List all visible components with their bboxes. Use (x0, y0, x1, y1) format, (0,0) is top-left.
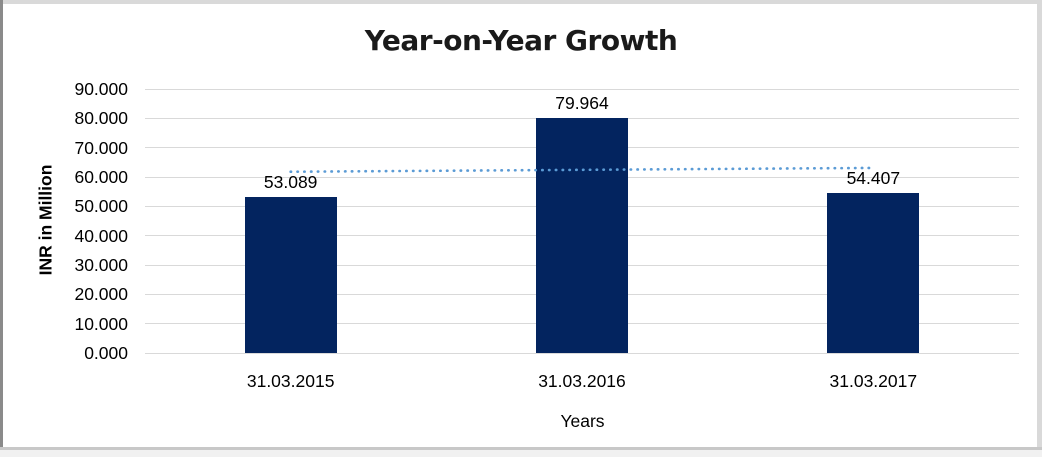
bar (244, 197, 337, 353)
y-tick-label: 30.000 (74, 255, 128, 275)
x-tick-label: 31.03.2016 (538, 371, 626, 391)
frame-border-bottom (0, 447, 1042, 450)
bar (827, 193, 920, 353)
bar-value-label: 79.964 (555, 93, 609, 114)
frame-border-right (1037, 0, 1042, 450)
trendline (289, 166, 875, 174)
gridline (145, 117, 1019, 119)
bar-value-label: 53.089 (263, 172, 318, 193)
y-tick-label: 0.000 (84, 343, 128, 363)
x-axis-title: Years (560, 411, 605, 431)
chart-title: Year-on-Year Growth (364, 24, 678, 57)
y-tick-label: 60.000 (74, 167, 128, 187)
x-tick-label: 31.03.2017 (829, 371, 918, 391)
y-tick-label: 40.000 (74, 225, 128, 246)
y-tick-label: 90.000 (74, 79, 128, 99)
y-tick-label: 10.000 (74, 313, 128, 334)
y-tick-label: 20.000 (74, 284, 128, 305)
gridline (145, 88, 1019, 90)
gridline (145, 352, 1019, 354)
bar (536, 118, 628, 353)
frame-border-top (0, 0, 1042, 4)
y-tick-label: 70.000 (74, 137, 128, 158)
y-tick-label: 50.000 (74, 196, 128, 217)
x-tick-label: 31.03.2015 (246, 371, 335, 391)
frame-border-left (0, 0, 3, 450)
bar-value-label: 54.407 (846, 168, 901, 189)
y-tick-label: 80.000 (74, 108, 128, 129)
